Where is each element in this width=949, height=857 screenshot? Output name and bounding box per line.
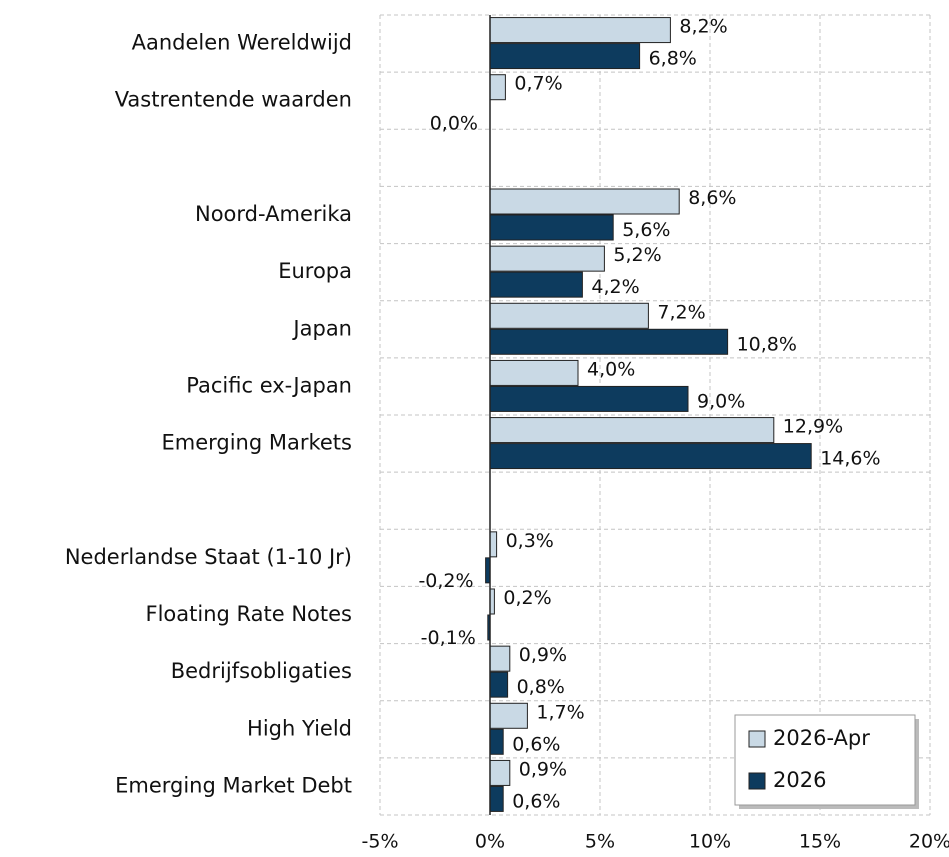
value-label: 0,8% xyxy=(517,676,565,698)
x-tick-label: 10% xyxy=(689,831,731,853)
category-label: High Yield xyxy=(247,716,352,740)
bar xyxy=(489,671,509,698)
category-label: Europa xyxy=(278,259,352,283)
value-label: 0,0% xyxy=(430,113,478,135)
bar xyxy=(489,645,511,672)
category-label: Japan xyxy=(291,316,352,340)
value-label: 5,6% xyxy=(622,219,670,241)
bar xyxy=(489,785,504,812)
bar xyxy=(489,759,511,786)
value-label: 0,7% xyxy=(514,73,562,95)
value-label: 7,2% xyxy=(657,301,705,323)
category-label: Emerging Market Debt xyxy=(115,773,352,797)
bar xyxy=(489,328,729,355)
value-label: -0,1% xyxy=(421,627,476,649)
value-label: 0,6% xyxy=(512,733,560,755)
legend-swatch xyxy=(748,772,766,790)
value-label: 6,8% xyxy=(649,48,697,70)
category-label: Vastrentende waarden xyxy=(115,88,352,112)
value-label: 5,2% xyxy=(613,244,661,266)
value-label: 14,6% xyxy=(820,448,880,470)
value-label: 4,0% xyxy=(587,358,635,380)
category-label: Emerging Markets xyxy=(161,431,352,455)
bar xyxy=(489,702,528,729)
bar xyxy=(489,385,689,412)
category-label: Floating Rate Notes xyxy=(146,602,353,626)
bar xyxy=(489,531,498,558)
value-label: 4,2% xyxy=(591,276,639,298)
bar xyxy=(489,728,504,755)
x-tick-label: 20% xyxy=(909,831,949,853)
legend-swatch xyxy=(748,730,766,748)
bar xyxy=(489,443,812,470)
value-label: 0,9% xyxy=(519,758,567,780)
bar xyxy=(489,74,506,101)
value-label: 8,6% xyxy=(688,187,736,209)
value-label: 0,3% xyxy=(506,530,554,552)
category-label: Aandelen Wereldwijd xyxy=(132,31,352,55)
category-label: Pacific ex-Japan xyxy=(186,373,352,397)
bar xyxy=(489,302,649,329)
x-tick-label: 5% xyxy=(585,831,615,853)
bar xyxy=(489,214,614,241)
value-label: 0,2% xyxy=(503,587,551,609)
bar xyxy=(489,188,680,215)
bar xyxy=(489,271,583,298)
x-tick-label: 15% xyxy=(799,831,841,853)
bar xyxy=(489,245,605,272)
value-label: 0,9% xyxy=(519,644,567,666)
value-label: -0,2% xyxy=(418,570,473,592)
legend xyxy=(734,714,916,806)
bar xyxy=(489,359,579,386)
category-label: Bedrijfsobligaties xyxy=(171,659,352,683)
x-tick-label: -5% xyxy=(362,831,399,853)
value-label: 12,9% xyxy=(783,416,843,438)
value-label: 10,8% xyxy=(737,333,797,355)
bar xyxy=(489,17,671,44)
legend-label: 2026-Apr xyxy=(773,726,870,750)
legend-label: 2026 xyxy=(773,768,826,792)
bar xyxy=(489,417,775,444)
value-label: 0,6% xyxy=(512,790,560,812)
value-label: 9,0% xyxy=(697,390,745,412)
x-tick-label: 0% xyxy=(475,831,505,853)
category-label: Nederlandse Staat (1-10 Jr) xyxy=(65,545,352,569)
category-label: Noord-Amerika xyxy=(195,202,352,226)
value-label: 1,7% xyxy=(536,701,584,723)
value-label: 8,2% xyxy=(679,16,727,38)
bar xyxy=(489,43,641,70)
